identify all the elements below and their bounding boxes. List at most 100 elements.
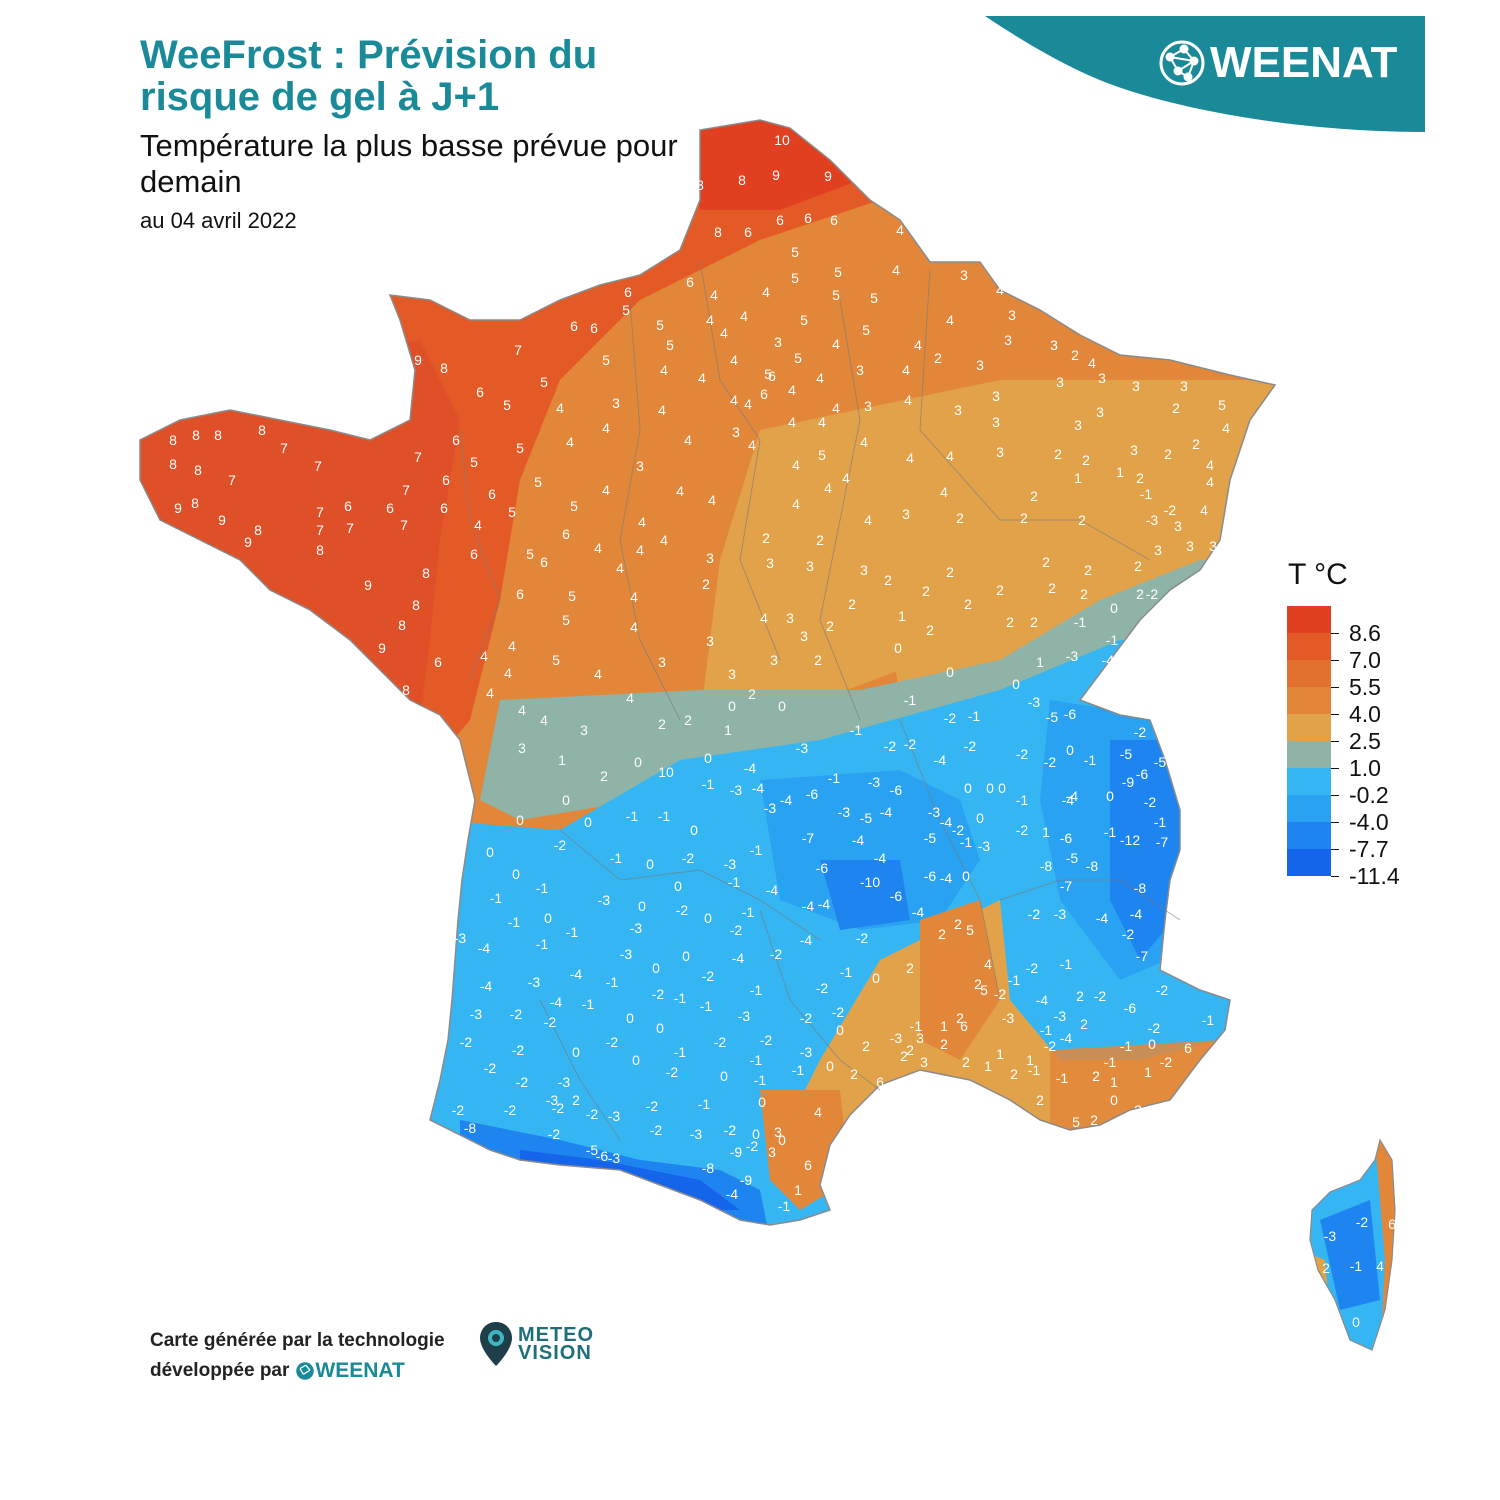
temperature-label: -3 — [1002, 1010, 1015, 1026]
temperature-label: -1 — [658, 808, 671, 824]
temperature-label: -4 — [818, 896, 831, 912]
temperature-label: -2 — [682, 850, 695, 866]
legend-tick: 7.0 — [1331, 647, 1381, 673]
temperature-label: 3 — [636, 458, 644, 474]
temperature-label: 4 — [556, 400, 564, 416]
temperature-label: 5 — [966, 922, 974, 938]
temperature-label: -1 — [910, 1018, 923, 1034]
temperature-label: -1 — [674, 990, 687, 1006]
temperature-label: 4 — [698, 370, 706, 386]
legend-swatch — [1287, 714, 1331, 741]
temperature-label: -7 — [1060, 878, 1073, 894]
temperature-label: 6 — [760, 386, 768, 402]
temperature-label: 6 — [744, 224, 752, 240]
temperature-label: 9 — [772, 167, 780, 183]
temperature-label: -4 — [802, 898, 815, 914]
temperature-label: -2 — [544, 1014, 557, 1030]
temperature-label: -2 — [606, 1034, 619, 1050]
brand-name: WEENAT — [1210, 38, 1398, 87]
temperature-label: 2 — [762, 530, 770, 546]
temperature-label: 5 — [552, 652, 560, 668]
temperature-label: 4 — [940, 484, 948, 500]
footer-developed-by: développée par — [150, 1360, 290, 1381]
temperature-label: 0 — [704, 910, 712, 926]
temperature-label: -2 — [452, 1102, 465, 1118]
temperature-label: 4 — [720, 325, 728, 341]
legend-tick-mark — [1331, 714, 1339, 715]
legend-tick-label: 8.6 — [1349, 620, 1381, 646]
temperature-label: 4 — [594, 540, 602, 556]
temperature-label: 6 — [540, 554, 548, 570]
temperature-label: -4 — [732, 950, 745, 966]
temperature-label: 2 — [826, 618, 834, 634]
temperature-label: -5 — [860, 810, 873, 826]
temperature-label: -1 — [742, 904, 755, 920]
temperature-label: -3 — [838, 804, 851, 820]
temperature-label: -4 — [880, 804, 893, 820]
temperature-label: 3 — [1209, 538, 1217, 554]
temperature-label: -3 — [1054, 1008, 1067, 1024]
temperature-label: 2 — [850, 1066, 858, 1082]
temperature-label: 2 — [1084, 562, 1092, 578]
temperature-label: -3 — [1066, 648, 1079, 664]
temperature-label: -4 — [744, 760, 757, 776]
temperature-label: 0 — [562, 792, 570, 808]
temperature-label: -1 — [792, 1062, 805, 1078]
temperature-label: 4 — [706, 312, 714, 328]
temperature-label: 6 — [876, 1074, 884, 1090]
legend-tick-label: 5.5 — [1349, 674, 1381, 700]
temperature-label: -4 — [570, 966, 583, 982]
temperature-label: 2 — [956, 510, 964, 526]
temperature-label: 6 — [804, 210, 812, 226]
temperature-label: -1 — [674, 1044, 687, 1060]
temperature-label: -1 — [828, 770, 841, 786]
temperature-label: 6 — [386, 500, 394, 516]
temperature-label: 2 — [1090, 1112, 1098, 1128]
temperature-label: 4 — [660, 362, 668, 378]
footer-line-2: développée par WEENAT — [150, 1356, 445, 1386]
temperature-label: 7 — [314, 458, 322, 474]
map-date: au 04 avril 2022 — [140, 208, 297, 233]
temperature-label: 6 — [804, 1157, 812, 1173]
temperature-label: 7 — [316, 504, 324, 520]
temperature-label: -1 — [1084, 752, 1097, 768]
temperature-label: 5 — [570, 498, 578, 514]
temperature-label: 8 — [254, 522, 262, 538]
legend-tick-mark — [1331, 633, 1339, 634]
temperature-label: 5 — [540, 374, 548, 390]
temperature-label: 3 — [1074, 417, 1082, 433]
temperature-label: -2 — [1164, 502, 1177, 518]
temperature-label: 0 — [656, 1020, 664, 1036]
temperature-label: -1 — [1106, 632, 1119, 648]
temperature-label: 4 — [832, 400, 840, 416]
temperature-label: 1 — [1074, 470, 1082, 486]
temperature-label: 3 — [518, 740, 526, 756]
legend-tick-mark — [1331, 822, 1339, 823]
temperature-label: -8 — [1134, 880, 1147, 896]
temperature-label: 2 — [658, 716, 666, 732]
temperature-label: -2 — [1026, 960, 1039, 976]
temperature-label: 3 — [1132, 378, 1140, 394]
temperature-label: 2 — [816, 532, 824, 548]
temperature-label: 3 — [1174, 518, 1182, 534]
temperature-label: 4 — [864, 512, 872, 528]
temperature-label: -5 — [924, 830, 937, 846]
temperature-label: 3 — [658, 654, 666, 670]
map-title: WeeFrost : Prévision du risque de gel à … — [140, 33, 598, 119]
temperature-label: 0 — [964, 780, 972, 796]
legend-swatch — [1287, 822, 1331, 849]
temperature-label: -2 — [730, 922, 743, 938]
temperature-label: 4 — [518, 702, 526, 718]
temperature-label: 0 — [1066, 742, 1074, 758]
temperature-label: 6 — [830, 212, 838, 228]
temperature-label: -3 — [454, 930, 467, 946]
temperature-label: 4 — [708, 492, 716, 508]
temperature-label: 6 — [776, 212, 784, 228]
temperature-label: -9 — [1122, 774, 1135, 790]
temperature-label: 2 — [1071, 347, 1079, 363]
temperature-label: -4 — [940, 870, 953, 886]
temperature-label: 7 — [280, 440, 288, 456]
temperature-label: -3 — [470, 1006, 483, 1022]
temperature-label: -4 — [1096, 910, 1109, 926]
temperature-label: -5 — [1046, 709, 1059, 725]
